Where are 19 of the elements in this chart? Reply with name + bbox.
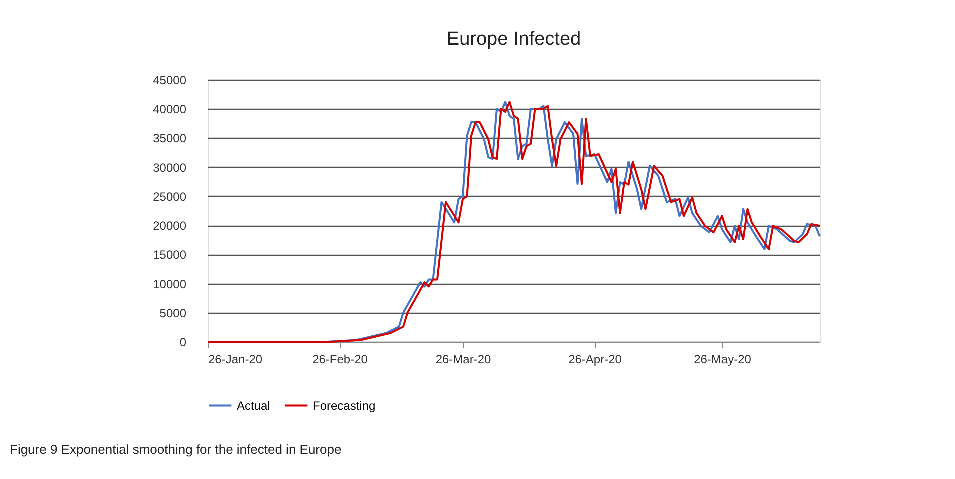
y-tick-label: 25000 <box>153 190 187 204</box>
y-tick-label: 40000 <box>153 102 187 117</box>
x-tick-label: 26-Mar-20 <box>436 352 492 366</box>
y-tick-label: 15000 <box>153 248 187 262</box>
caption: Figure 9 Exponential smoothing for the infected in Europe <box>10 442 342 457</box>
chart-title: Europe Infected <box>446 29 582 50</box>
y-tick-label: 20000 <box>153 219 187 234</box>
y-tick-label: 45000 <box>153 74 187 88</box>
legend-label: Forecasting <box>313 398 376 413</box>
y-tick-label: 35000 <box>153 132 187 146</box>
x-tick-label: 26-Feb-20 <box>312 352 368 366</box>
y-tick-label: 10000 <box>153 277 187 292</box>
x-tick-label: 26-Jan-20 <box>208 352 263 366</box>
legend-label: Actual <box>237 398 270 413</box>
y-tick-label: 5000 <box>160 306 187 320</box>
x-tick-label: 26-Apr-20 <box>568 352 622 366</box>
y-tick-label: 30000 <box>153 160 187 175</box>
x-tick-label: 26-May-20 <box>694 352 752 366</box>
y-tick-label: 0 <box>180 336 187 350</box>
